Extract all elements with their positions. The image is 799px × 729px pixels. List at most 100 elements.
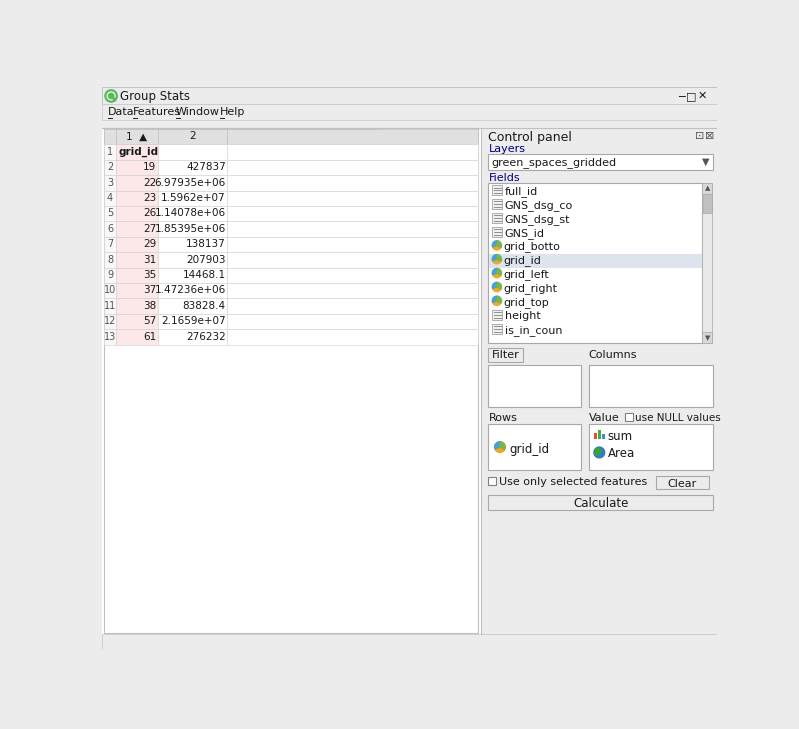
Wedge shape <box>497 296 502 303</box>
Text: full_id: full_id <box>505 186 538 197</box>
Text: 2.1659e+07: 2.1659e+07 <box>161 316 226 326</box>
Text: 9: 9 <box>107 270 113 280</box>
Bar <box>589 424 714 470</box>
Bar <box>104 222 116 237</box>
Wedge shape <box>500 442 505 450</box>
Bar <box>228 283 479 298</box>
Text: 11: 11 <box>104 301 116 311</box>
Text: GNS_dsg_co: GNS_dsg_co <box>505 200 573 211</box>
Wedge shape <box>492 273 501 278</box>
Text: grid_top: grid_top <box>504 297 550 308</box>
Wedge shape <box>492 254 498 261</box>
Text: 5: 5 <box>107 208 113 219</box>
Bar <box>158 268 228 283</box>
Bar <box>492 213 503 223</box>
Bar <box>158 314 228 330</box>
Text: 22: 22 <box>143 178 157 187</box>
Bar <box>702 332 713 343</box>
Text: Rows: Rows <box>488 413 517 424</box>
Bar <box>104 252 116 268</box>
Bar <box>228 206 479 222</box>
Text: GNS_id: GNS_id <box>505 227 545 238</box>
Text: Features: Features <box>133 107 181 117</box>
Bar <box>104 330 116 345</box>
Bar <box>104 129 381 144</box>
Bar <box>158 129 228 144</box>
Text: ⊠: ⊠ <box>705 131 714 141</box>
Wedge shape <box>492 287 501 292</box>
Text: grid_id: grid_id <box>118 147 158 157</box>
Bar <box>104 268 116 283</box>
Bar <box>702 183 713 194</box>
Text: ▲: ▲ <box>705 185 710 191</box>
Text: 1.47236e+06: 1.47236e+06 <box>154 285 226 295</box>
Text: Columns: Columns <box>589 350 637 360</box>
Text: 3: 3 <box>107 178 113 187</box>
Bar <box>104 128 479 634</box>
Bar <box>104 237 116 252</box>
Text: Fields: Fields <box>488 173 520 183</box>
Text: 2: 2 <box>189 131 196 141</box>
Wedge shape <box>497 241 502 248</box>
Wedge shape <box>495 447 505 453</box>
Text: 1: 1 <box>107 147 113 157</box>
Bar <box>104 144 116 160</box>
Bar <box>116 160 158 175</box>
Bar <box>158 144 228 160</box>
Text: Area: Area <box>608 447 635 460</box>
Text: 83828.4: 83828.4 <box>183 301 226 311</box>
Bar <box>104 175 116 191</box>
Bar <box>104 298 116 314</box>
Text: 23: 23 <box>143 193 157 203</box>
Bar <box>104 191 116 206</box>
Bar <box>492 199 503 209</box>
Bar <box>116 268 158 283</box>
Text: 26: 26 <box>143 208 157 219</box>
Circle shape <box>105 90 117 102</box>
Text: 14468.1: 14468.1 <box>183 270 226 280</box>
Text: 6.97935e+06: 6.97935e+06 <box>154 178 226 187</box>
Text: Clear: Clear <box>668 479 697 488</box>
Bar <box>492 324 503 334</box>
Bar <box>489 254 702 268</box>
Bar <box>492 227 503 237</box>
Bar <box>116 206 158 222</box>
Wedge shape <box>492 246 501 250</box>
Bar <box>598 430 601 440</box>
Bar <box>626 413 633 421</box>
Bar <box>158 283 228 298</box>
Text: 31: 31 <box>143 254 157 265</box>
Bar <box>116 314 158 330</box>
Bar <box>104 160 116 175</box>
Text: 2: 2 <box>107 162 113 172</box>
Bar <box>228 222 479 237</box>
Bar <box>228 129 479 144</box>
Text: ─: ─ <box>678 91 685 101</box>
Bar <box>655 475 710 489</box>
Bar <box>158 298 228 314</box>
Bar <box>102 104 718 120</box>
Bar <box>488 495 714 510</box>
Bar <box>158 330 228 345</box>
Bar <box>488 155 714 170</box>
Text: ✕: ✕ <box>698 91 707 101</box>
Wedge shape <box>492 260 501 264</box>
Bar <box>158 191 228 206</box>
Text: 276232: 276232 <box>186 332 226 342</box>
Text: Value: Value <box>589 413 619 424</box>
Bar <box>104 314 116 330</box>
Bar <box>116 283 158 298</box>
Text: 38: 38 <box>143 301 157 311</box>
Bar <box>488 364 581 407</box>
Wedge shape <box>495 442 501 449</box>
Bar <box>158 252 228 268</box>
Text: Group Stats: Group Stats <box>121 90 190 103</box>
Bar <box>116 298 158 314</box>
Bar <box>228 252 479 268</box>
Bar <box>116 129 158 144</box>
Bar <box>228 314 479 330</box>
Text: 57: 57 <box>143 316 157 326</box>
Bar <box>488 183 702 343</box>
Bar <box>102 87 718 104</box>
Text: 1.85395e+06: 1.85395e+06 <box>154 224 226 234</box>
